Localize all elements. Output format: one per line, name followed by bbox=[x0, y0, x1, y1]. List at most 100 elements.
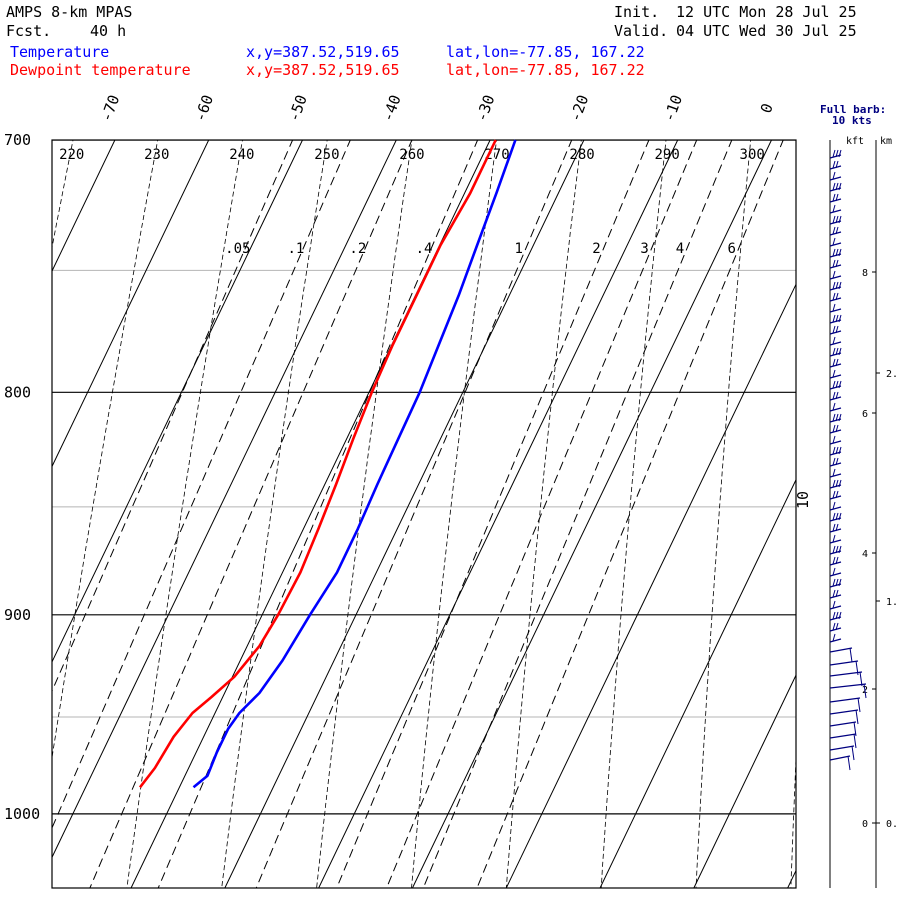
valid-label: Valid. bbox=[614, 22, 669, 40]
wind-barb-flag bbox=[832, 589, 836, 598]
wind-barb-flag bbox=[838, 314, 842, 323]
wind-barb bbox=[829, 605, 842, 610]
wind-barb bbox=[829, 330, 842, 335]
dry-adiabat bbox=[885, 113, 900, 900]
km-axis-label: km bbox=[880, 136, 892, 147]
wind-barb-flag bbox=[835, 347, 839, 356]
isotherm-line bbox=[224, 140, 585, 888]
dry-adiabat bbox=[790, 749, 796, 888]
isotherm-line bbox=[693, 674, 796, 888]
wind-barb-flag bbox=[832, 380, 836, 389]
legend-temperature-latlon: lat,lon=-77.85, 167.22 bbox=[446, 43, 645, 61]
wind-barb-flag bbox=[838, 413, 842, 422]
wind-barb-flag bbox=[832, 512, 836, 521]
isotherm-line bbox=[599, 478, 796, 888]
temperature-tick-label: -20 bbox=[566, 92, 592, 124]
wind-barb-flag bbox=[832, 567, 836, 576]
theta-label: 230 bbox=[144, 147, 169, 163]
wind-barb-flag bbox=[832, 160, 836, 169]
isotherm-line bbox=[412, 140, 772, 888]
wind-barb-flag bbox=[832, 215, 836, 224]
wind-barb bbox=[829, 506, 842, 511]
mixing-ratio-label: 2 bbox=[592, 241, 600, 257]
valid-value: 04 UTC Wed 30 Jul 25 bbox=[676, 22, 857, 40]
wind-barb-flag bbox=[832, 622, 836, 631]
isotherm-line bbox=[52, 140, 210, 468]
wind-barb-flag bbox=[835, 358, 839, 367]
wind-barb-flag bbox=[838, 248, 842, 257]
pressure-tick-label: 900 bbox=[4, 606, 31, 624]
wind-barb-flag bbox=[835, 578, 839, 587]
km-tick-label: 0. bbox=[886, 819, 898, 830]
wind-barb bbox=[829, 242, 842, 247]
wind-barb-flag bbox=[835, 149, 839, 158]
mixing-ratio-line bbox=[157, 140, 479, 888]
wind-barb-flag bbox=[857, 697, 861, 713]
wind-barb bbox=[829, 709, 859, 715]
mixing-ratio-label: 4 bbox=[676, 241, 684, 257]
wind-barb-flag bbox=[835, 611, 839, 620]
wind-barb bbox=[829, 671, 863, 677]
wind-panel-title: Full barb: bbox=[820, 103, 886, 116]
wind-barb bbox=[829, 627, 842, 632]
temperature-tick-label: -70 bbox=[97, 92, 123, 124]
legend-temperature-name: Temperature bbox=[10, 43, 110, 61]
kft-tick-label: 0 bbox=[862, 819, 868, 830]
wind-barb bbox=[829, 341, 842, 346]
wind-barb-flag bbox=[838, 281, 842, 290]
wind-barb-flag bbox=[838, 611, 842, 620]
temperature-tick-label: -40 bbox=[379, 92, 405, 124]
wind-barb bbox=[829, 638, 842, 643]
wind-barb-flag bbox=[832, 402, 836, 411]
theta-label: 220 bbox=[59, 147, 84, 163]
isotherm-line bbox=[505, 283, 796, 888]
wind-barb-flag bbox=[832, 457, 836, 466]
mixing-ratio-line bbox=[386, 140, 698, 888]
wind-barb-flag bbox=[832, 633, 836, 642]
wind-barb-flag bbox=[832, 391, 836, 400]
wind-barb-flag bbox=[832, 281, 836, 290]
wind-barb-flag bbox=[832, 435, 836, 444]
wind-barb-flag bbox=[835, 413, 839, 422]
model-title: AMPS 8-km MPAS bbox=[6, 3, 133, 21]
legend-dewpoint-name: Dewpoint temperature bbox=[10, 61, 191, 79]
wind-barb-flag bbox=[832, 490, 836, 499]
temperature-tick-label: -10 bbox=[660, 92, 686, 124]
theta-label: 280 bbox=[569, 147, 594, 163]
wind-barb bbox=[829, 572, 842, 577]
isotherm-line bbox=[52, 140, 397, 859]
wind-barb-flag bbox=[832, 611, 836, 620]
wind-barb-flag bbox=[838, 347, 842, 356]
wind-barb-flag bbox=[832, 369, 836, 378]
wind-barb bbox=[829, 374, 842, 379]
dry-adiabat bbox=[221, 140, 328, 888]
wind-barb-flag bbox=[835, 281, 839, 290]
dry-adiabat bbox=[52, 140, 159, 761]
mixing-ratio-line bbox=[52, 140, 294, 693]
wind-barb bbox=[829, 473, 842, 478]
wind-barb-flag bbox=[835, 589, 839, 598]
mixing-ratio-line bbox=[255, 140, 573, 888]
wind-barb-flag bbox=[838, 380, 842, 389]
wind-barb-flag bbox=[832, 347, 836, 356]
wind-barb bbox=[829, 275, 842, 280]
wind-barb-flag bbox=[832, 171, 836, 180]
wind-barb-flag bbox=[847, 755, 851, 771]
wind-barb-flag bbox=[835, 512, 839, 521]
wind-barb-flag bbox=[832, 193, 836, 202]
temperature-tick-label: -50 bbox=[285, 92, 311, 124]
wind-barb-flag bbox=[832, 545, 836, 554]
wind-barb-flag bbox=[835, 314, 839, 323]
wind-barb-flag bbox=[835, 226, 839, 235]
mixing-ratio-label: .4 bbox=[416, 241, 433, 257]
isotherm-line bbox=[787, 869, 796, 888]
dry-adiabat bbox=[126, 140, 243, 888]
wind-barb bbox=[829, 721, 857, 727]
wind-barb-flag bbox=[832, 248, 836, 257]
wind-barb-flag bbox=[832, 182, 836, 191]
wind-barb bbox=[829, 462, 842, 467]
wind-barb-flag bbox=[851, 745, 855, 761]
wind-barb bbox=[829, 683, 867, 689]
wind-barb bbox=[829, 660, 859, 666]
